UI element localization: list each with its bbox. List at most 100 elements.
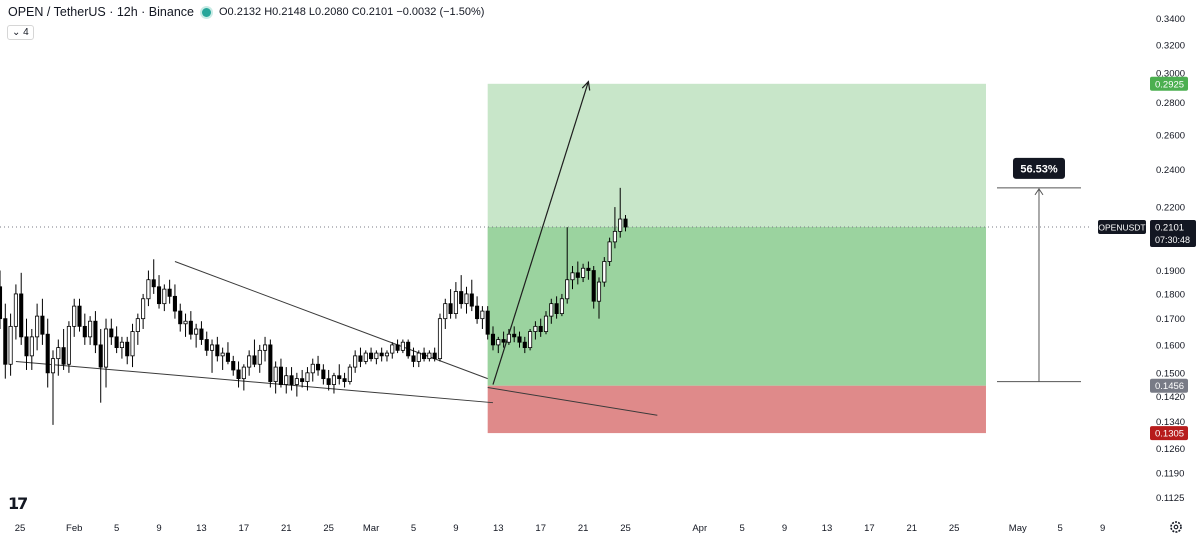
candle-body — [172, 295, 177, 312]
candle-body — [612, 230, 617, 243]
candle-body — [225, 352, 230, 362]
price-tick-label: 0.1900 — [1156, 266, 1185, 277]
candle-body — [300, 378, 305, 382]
price-tick-label: 0.1340 — [1156, 417, 1185, 428]
indicators-toggle-button[interactable]: ⌄ 4 — [7, 25, 34, 40]
target-price-label: 0.2925 — [1155, 79, 1184, 90]
candle-body — [596, 281, 602, 302]
time-tick-label: Feb — [66, 523, 82, 534]
candle-body — [427, 352, 432, 360]
candle-body — [390, 344, 395, 354]
candle-body — [103, 328, 109, 368]
time-tick-label: 13 — [493, 523, 504, 534]
candle-body — [538, 325, 543, 332]
time-tick-label: 5 — [411, 523, 416, 534]
gear-icon — [1170, 521, 1182, 533]
candle-body — [0, 286, 3, 320]
candle-body — [554, 303, 559, 315]
candle-body — [331, 375, 337, 385]
candle-body — [533, 325, 538, 332]
candle-body — [278, 366, 283, 385]
candle-body — [363, 352, 368, 362]
price-tick-label: 0.1260 — [1156, 444, 1185, 455]
candle-body — [257, 349, 262, 365]
price-labels: 56.53% 0.2925 0.1456 0.1305 OPENUSDT 0.210107… — [1012, 76, 1196, 441]
candle-body — [459, 291, 464, 305]
position-zones — [487, 83, 986, 434]
candle-body — [194, 328, 199, 335]
time-tick-label: 25 — [949, 523, 960, 534]
time-tick-label: Mar — [363, 523, 379, 534]
time-tick-label: 25 — [620, 523, 631, 534]
time-tick-label: 21 — [578, 523, 589, 534]
candle-body — [586, 267, 591, 271]
candle-body — [209, 344, 215, 351]
candle-body — [549, 303, 554, 317]
candle-body — [29, 336, 34, 357]
price-tick-label: 0.1600 — [1156, 340, 1185, 351]
time-tick-label: 25 — [15, 523, 26, 534]
stop-price-label-box — [1150, 426, 1188, 441]
candle-body — [607, 241, 612, 262]
price-axis[interactable]: 0.3400 0.3200 0.3000 0.2800 0.2600 0.2400 0.22… — [1156, 14, 1185, 504]
time-tick-label: 9 — [782, 523, 787, 534]
candle-body — [66, 325, 71, 365]
candle-body — [130, 331, 135, 357]
candle-body — [422, 352, 427, 360]
candle-body — [3, 318, 8, 365]
price-tick-label: 0.1125 — [1156, 493, 1184, 504]
time-tick-label: 13 — [196, 523, 207, 534]
candle-body — [570, 272, 575, 281]
candle-body — [88, 320, 93, 338]
candle-body — [119, 341, 124, 349]
candle-body — [98, 344, 103, 368]
candle-body — [204, 339, 209, 351]
candle-body — [490, 333, 496, 346]
wedge-tip-line — [487, 387, 658, 416]
candle-body — [151, 279, 156, 288]
candle-body — [56, 347, 61, 360]
time-axis[interactable]: 25 Feb 5 9 13 17 21 25 Mar 5 9 13 17 21 25 Apr 5 9 13 17 21 2… — [15, 521, 1182, 534]
time-tick-label: May — [1009, 523, 1027, 534]
tradingview-logo[interactable]: 17 — [8, 494, 28, 513]
candle-body — [480, 310, 485, 320]
candle-body — [464, 293, 469, 305]
candle-body — [337, 375, 342, 380]
candle-body — [379, 352, 384, 357]
candle-body — [109, 328, 114, 338]
candle-body — [93, 320, 98, 346]
candle-body — [347, 366, 352, 382]
target-price-label-box — [1150, 76, 1188, 91]
wedge-lower-trendline — [15, 360, 494, 404]
time-tick-label: 5 — [1058, 523, 1063, 534]
price-tick-label: 0.1420 — [1156, 392, 1185, 403]
candle-body — [8, 325, 13, 365]
candle-body — [178, 310, 183, 325]
candle-body — [496, 339, 501, 346]
candle-body — [247, 355, 252, 368]
candle-body — [374, 352, 379, 360]
candle-body — [618, 218, 623, 232]
time-tick-label: Apr — [692, 523, 707, 534]
current-price-label: 0.2101 — [1155, 223, 1184, 234]
drawing-lines — [0, 80, 1092, 416]
candle-body — [289, 375, 294, 385]
price-tick-label: 0.2200 — [1156, 203, 1185, 214]
candle-body — [114, 336, 119, 349]
candle-body — [602, 261, 607, 283]
realized-profit-zone — [487, 227, 986, 386]
candle-body — [326, 378, 331, 385]
symbol-title[interactable]: OPEN / TetherUS · 12h · Binance — [8, 5, 194, 19]
candle-body — [220, 352, 225, 357]
candle-body — [581, 267, 586, 278]
candle-body — [453, 291, 458, 315]
candle-body — [384, 352, 390, 357]
price-tick-label: 0.1700 — [1156, 314, 1185, 325]
price-tick-label: 0.1500 — [1156, 368, 1185, 379]
candle-body — [61, 347, 66, 365]
bar-countdown-label: 07:30:48 — [1155, 235, 1190, 245]
current-symbol-label: OPENUSDT — [1098, 223, 1145, 233]
candle-body — [19, 293, 24, 338]
candle-body — [517, 336, 522, 343]
